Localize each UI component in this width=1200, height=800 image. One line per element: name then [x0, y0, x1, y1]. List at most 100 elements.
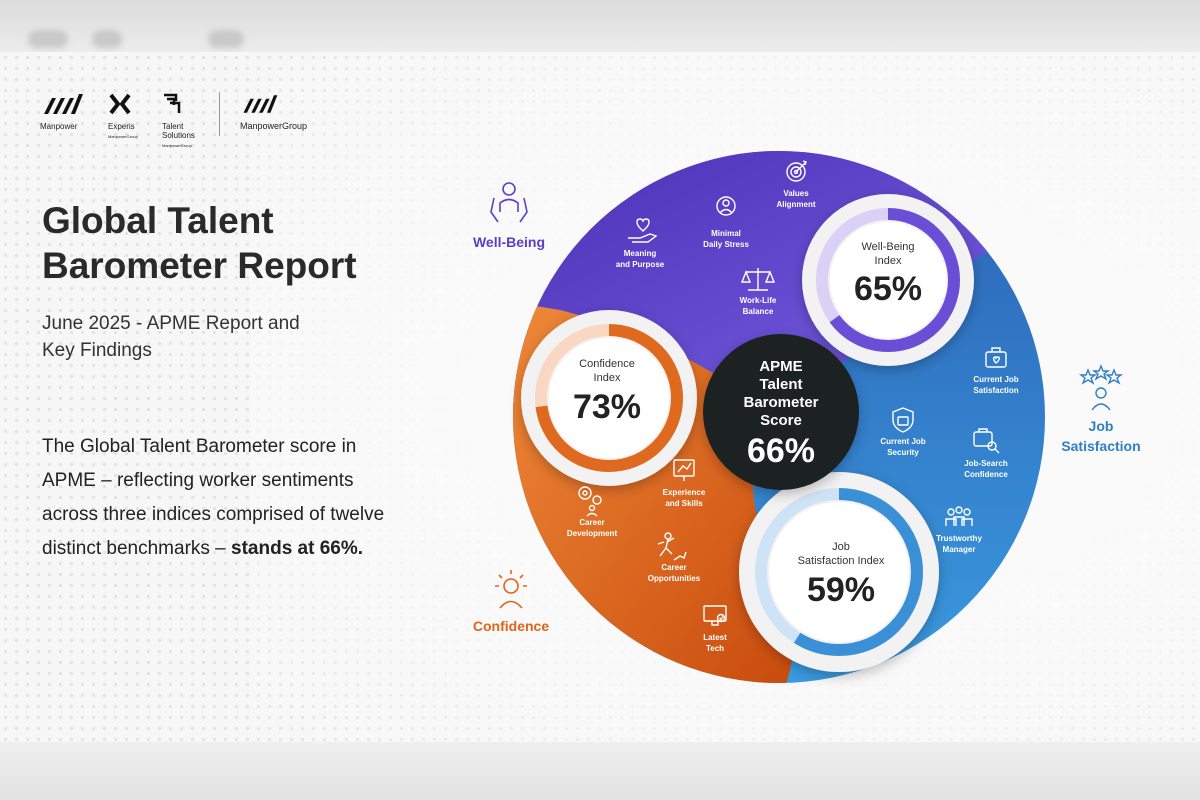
wellbeing-index-label-line2: Index [875, 255, 902, 267]
top-blur-strip [0, 0, 1200, 52]
benchmark-career-development: Career Development [567, 486, 618, 538]
talent-solutions-logo: Talent Solutions ManpowerGroup [162, 92, 232, 152]
benchmark-current-job-satisfaction: Current Job Satisfaction [973, 347, 1019, 395]
benchmark-latest-tech: Latest Tech [703, 605, 727, 653]
svg-text:Experience: Experience [663, 488, 706, 497]
svg-text:Balance: Balance [743, 307, 774, 316]
job-satisfaction-label-line1: Job [1089, 418, 1114, 434]
job-index-label-line1: Job [832, 541, 850, 553]
chart-board-icon [673, 459, 695, 481]
center-title-line2: Talent [759, 376, 802, 393]
report-subtitle: June 2025 - APME Report and Key Findings [42, 313, 300, 361]
stars-person-icon [1078, 364, 1124, 411]
svg-text:Job-Search: Job-Search [964, 459, 1008, 468]
experis-logo: Experis ManpowerGroup [108, 92, 178, 152]
experis-logo-text: Experis ManpowerGroup [108, 122, 138, 139]
svg-text:Daily Stress: Daily Stress [703, 240, 749, 249]
confidence-index-face [549, 338, 669, 458]
benchmark-trustworthy-manager: Trustworthy Manager [936, 506, 982, 554]
job-index-label-line2: Satisfaction Index [798, 555, 885, 567]
benchmark-meaning-and-purpose: Meaning and Purpose [616, 218, 665, 269]
report-title: Global Talent Barometer Report [42, 200, 357, 286]
talent-solutions-mark-icon [164, 93, 181, 113]
svg-text:Career: Career [661, 563, 686, 572]
svg-text:and Purpose: and Purpose [616, 260, 665, 269]
wellbeing-ring-progress [816, 208, 960, 352]
gears-person-icon [578, 486, 602, 517]
confidence-label: Confidence [473, 618, 549, 634]
experis-mark-icon [109, 93, 131, 115]
job-satisfaction-label-line2: Satisfaction [1061, 438, 1140, 454]
svg-text:Values: Values [783, 189, 809, 198]
benchmark-minimal-daily-stress: Minimal Daily Stress [703, 196, 749, 249]
wellbeing-index-value: 65% [854, 270, 922, 308]
logo-divider [219, 92, 220, 136]
radiant-person-icon [495, 570, 527, 609]
blurred-shape [92, 30, 122, 48]
center-title-line1: APME [759, 358, 802, 375]
wellbeing-index-label-line1: Well-Being [862, 241, 915, 253]
benchmark-current-job-security: Current Job Security [880, 407, 926, 457]
person-hands-icon [490, 182, 528, 223]
talent-solutions-logo-text: Talent Solutions ManpowerGroup [162, 122, 195, 148]
svg-text:Meaning: Meaning [624, 249, 657, 258]
center-score-value: 66% [747, 432, 815, 470]
svg-text:Satisfaction: Satisfaction [973, 386, 1018, 395]
svg-text:and Skills: and Skills [665, 499, 703, 508]
report-description: The Global Talent Barometer score in APM… [42, 436, 385, 559]
monitor-icon [703, 605, 727, 626]
svg-text:Latest: Latest [703, 633, 727, 642]
svg-text:Opportunities: Opportunities [648, 574, 701, 583]
confidence-index-value: 73% [573, 388, 641, 426]
briefcase-search-icon [973, 428, 1000, 454]
svg-text:Tech: Tech [706, 644, 724, 653]
manpowergroup-logo: ManpowerGroup [240, 92, 330, 152]
blurred-shape [28, 30, 68, 48]
jobsatisfaction-ring-progress [755, 488, 923, 656]
svg-text:Manager: Manager [943, 545, 976, 554]
svg-text:Work-Life: Work-Life [740, 296, 777, 305]
target-icon [786, 160, 807, 182]
jobsatisfaction-index-face [769, 502, 909, 642]
calm-person-icon [716, 196, 736, 216]
svg-text:Confidence: Confidence [964, 470, 1008, 479]
svg-text:Alignment: Alignment [776, 200, 815, 209]
score-emphasis: stands at 66%. [231, 538, 364, 559]
manpowergroup-mark-icon [243, 95, 278, 113]
shield-icon [892, 407, 914, 433]
svg-text:Trustworthy: Trustworthy [936, 534, 982, 543]
confidence-callout: Confidence [473, 570, 549, 634]
wellbeing-callout: Well-Being [473, 182, 545, 250]
confidence-ring-progress [535, 324, 683, 472]
heart-hand-icon [628, 218, 658, 243]
logo-bar: Manpower Experis ManpowerGroup Talent So… [40, 92, 340, 152]
center-title-line3: Barometer [743, 394, 818, 411]
svg-text:Current Job: Current Job [880, 437, 925, 446]
manpower-mark-icon [44, 94, 83, 114]
center-title-line4: Score [760, 412, 802, 429]
svg-text:Minimal: Minimal [711, 229, 741, 238]
benchmark-values-alignment: Values Alignment [776, 160, 816, 209]
wellbeing-label: Well-Being [473, 234, 545, 250]
scale-icon [740, 268, 776, 291]
confidence-index-label-line2: Index [594, 372, 621, 384]
job-index-value: 59% [807, 571, 875, 609]
index-rings [535, 208, 960, 656]
benchmark-experience-and-skills: Experience and Skills [663, 459, 706, 508]
benchmark-career-opportunities: Career Opportunities [648, 532, 701, 583]
confidence-index-label-line1: Confidence [579, 358, 635, 370]
center-score-disc [703, 334, 859, 490]
bottom-blur-strip [0, 742, 1200, 800]
svg-text:Current Job: Current Job [973, 375, 1018, 384]
team-icon [945, 506, 973, 526]
benchmark-job-search-confidence: Job-Search Confidence [964, 428, 1008, 479]
manpowergroup-logo-text: ManpowerGroup [240, 121, 308, 131]
job-satisfaction-callout: Job Satisfaction [1061, 364, 1141, 454]
svg-text:Development: Development [567, 529, 618, 538]
wellbeing-index-face [830, 222, 946, 338]
climb-icon [657, 532, 687, 561]
benchmark-work-life-balance: Work-Life Balance [740, 268, 777, 316]
blurred-shape [208, 30, 244, 48]
briefcase-heart-icon [985, 347, 1007, 368]
